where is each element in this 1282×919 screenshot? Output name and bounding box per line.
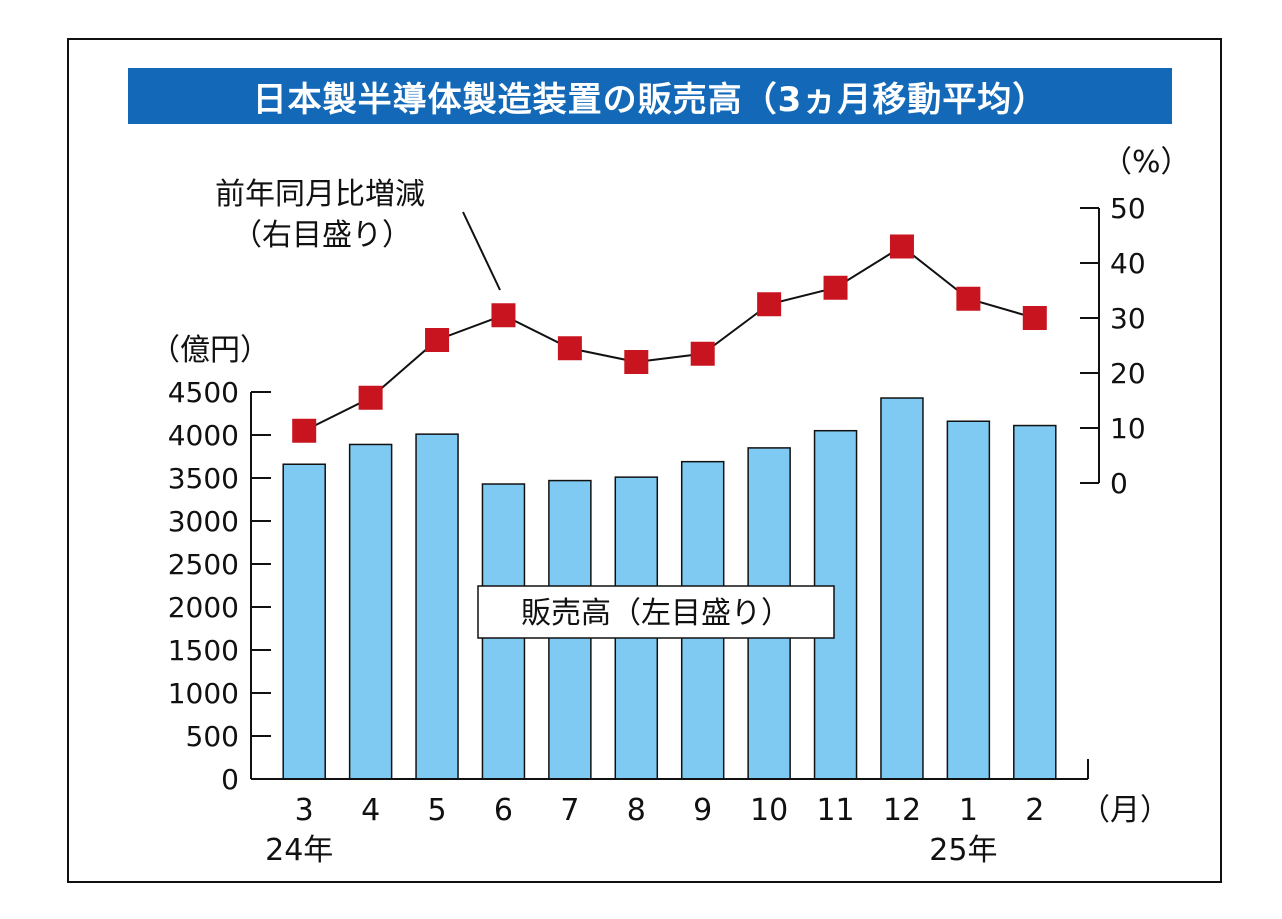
x-axis-unit: （月） bbox=[1080, 793, 1170, 828]
yoy-marker-11 bbox=[823, 275, 848, 300]
left-tick-label: 2500 bbox=[168, 548, 239, 581]
line-label-leader bbox=[462, 211, 501, 291]
left-axis-unit: （億円） bbox=[150, 333, 270, 368]
x-tick-label: 12 bbox=[883, 793, 921, 828]
yoy-marker-2 bbox=[1022, 306, 1047, 330]
line-series bbox=[292, 234, 1047, 443]
right-tick-label: 30 bbox=[1110, 302, 1146, 335]
bar-label: 販売高（左目盛り） bbox=[521, 596, 791, 631]
chart-title: 日本製半導体製造装置の販売高（3ヵ月移動平均） bbox=[128, 68, 1172, 124]
left-tick-label: 4000 bbox=[168, 419, 239, 452]
axes: 050010001500200025003000350040004500（億円）… bbox=[150, 145, 1191, 868]
left-tick-label: 1500 bbox=[168, 634, 239, 667]
yoy-marker-8 bbox=[624, 350, 649, 374]
x-tick-label: 9 bbox=[693, 793, 712, 828]
bar-4 bbox=[348, 443, 393, 780]
x-tick-label: 1 bbox=[959, 793, 978, 828]
left-tick-label: 4500 bbox=[168, 376, 239, 409]
yoy-marker-1 bbox=[956, 286, 981, 311]
yoy-line bbox=[303, 245, 1036, 432]
right-tick-label: 0 bbox=[1110, 467, 1128, 500]
x-tick-label: 2 bbox=[1025, 793, 1044, 828]
bar-2 bbox=[1013, 424, 1057, 780]
x-tick-label: 8 bbox=[627, 793, 646, 828]
yoy-marker-9 bbox=[690, 341, 715, 366]
left-tick-label: 0 bbox=[221, 763, 239, 796]
year-label: 24年 bbox=[265, 833, 333, 868]
labels: 前年同月比増減 （右目盛り） 販売高（左目盛り） bbox=[215, 177, 835, 639]
x-tick-label: 7 bbox=[560, 793, 579, 828]
x-tick-label: 5 bbox=[427, 793, 446, 828]
yoy-marker-12 bbox=[889, 234, 914, 259]
right-tick-label: 10 bbox=[1110, 412, 1146, 445]
line-label: 前年同月比増減 bbox=[215, 177, 425, 212]
right-tick-label: 50 bbox=[1110, 192, 1146, 225]
year-label: 25年 bbox=[929, 833, 997, 868]
line-label-sub: （右目盛り） bbox=[232, 218, 412, 253]
right-tick-label: 40 bbox=[1110, 247, 1146, 280]
bar-3 bbox=[282, 463, 326, 780]
x-tick-label: 10 bbox=[750, 793, 788, 828]
right-axis-unit: （%） bbox=[1102, 145, 1191, 180]
bar-5 bbox=[415, 433, 459, 780]
left-tick-label: 500 bbox=[186, 720, 239, 753]
yoy-marker-3 bbox=[292, 418, 317, 443]
left-tick-label: 3000 bbox=[168, 505, 239, 538]
yoy-marker-4 bbox=[358, 385, 383, 410]
right-tick-label: 20 bbox=[1110, 357, 1146, 390]
yoy-marker-6 bbox=[491, 303, 516, 328]
left-tick-label: 1000 bbox=[168, 677, 239, 710]
x-tick-label: 4 bbox=[361, 793, 380, 828]
x-tick-label: 11 bbox=[816, 793, 854, 828]
left-tick-label: 3500 bbox=[168, 462, 239, 495]
yoy-marker-10 bbox=[757, 292, 782, 317]
bar-12 bbox=[880, 397, 924, 780]
yoy-marker-5 bbox=[425, 328, 450, 352]
left-tick-label: 2000 bbox=[168, 591, 239, 624]
bar-label-box bbox=[477, 585, 835, 639]
x-tick-label: 3 bbox=[295, 793, 314, 828]
yoy-marker-7 bbox=[557, 336, 582, 361]
x-tick-label: 6 bbox=[494, 793, 513, 828]
bar-1 bbox=[946, 420, 991, 780]
